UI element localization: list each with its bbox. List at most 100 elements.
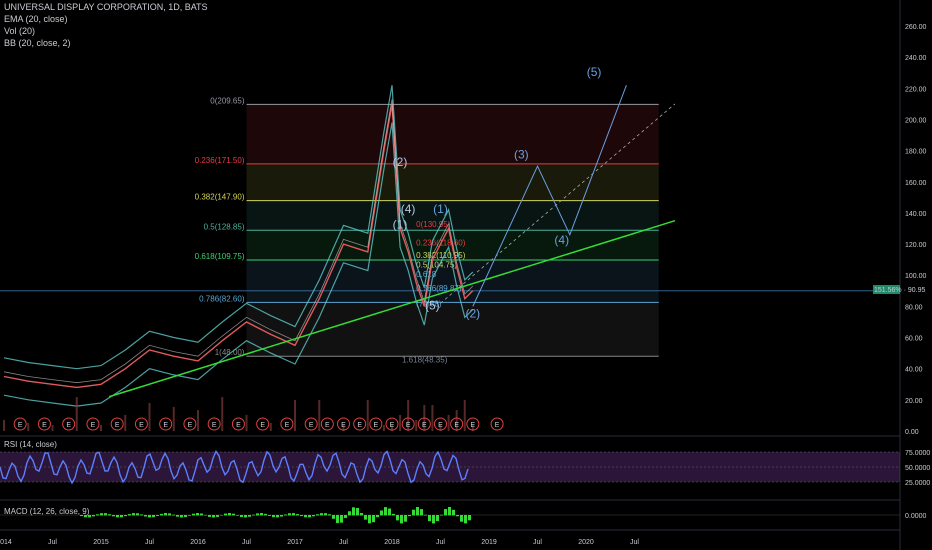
historic-wave-label: (2) bbox=[393, 155, 408, 169]
wave-label: (5) bbox=[587, 65, 602, 79]
y-tick-label: 40.00 bbox=[905, 367, 923, 374]
macd-histogram-bar bbox=[260, 513, 263, 516]
earnings-marker bbox=[159, 417, 173, 431]
x-tick-label: Jul bbox=[436, 539, 445, 546]
price-badge: 151.56% · 90.95 bbox=[874, 287, 925, 294]
macd-histogram-bar bbox=[440, 514, 443, 516]
macd-histogram-bar bbox=[328, 514, 331, 516]
volume-bar bbox=[431, 405, 434, 431]
x-tick-label: 2019 bbox=[481, 539, 497, 546]
macd-histogram-bar bbox=[104, 513, 107, 516]
earnings-marker-label: E bbox=[495, 422, 500, 429]
macd-histogram-bar bbox=[348, 511, 351, 516]
earnings-marker-label: E bbox=[260, 422, 265, 429]
macd-histogram-bar bbox=[280, 515, 283, 517]
y-tick-label: 200.00 bbox=[905, 117, 927, 124]
volume-bar bbox=[415, 420, 418, 431]
earnings-marker bbox=[134, 417, 148, 431]
macd-histogram-bar bbox=[296, 514, 299, 516]
macd-histogram-bar bbox=[220, 514, 223, 516]
macd-histogram-bar bbox=[244, 515, 247, 518]
rsi-tick-label: 75.0000 bbox=[905, 450, 930, 457]
fib-level-label: 0.5(128.85) bbox=[204, 222, 245, 231]
macd-histogram-bar bbox=[284, 514, 287, 516]
macd-histogram-bar bbox=[224, 513, 227, 516]
macd-histogram-bar bbox=[336, 515, 339, 524]
volume-bar bbox=[439, 425, 442, 431]
macd-histogram-bar bbox=[136, 513, 139, 516]
x-tick-label: Jul bbox=[339, 539, 348, 546]
earnings-marker-label: E bbox=[325, 422, 330, 429]
historic-wave-label: (5) bbox=[425, 299, 440, 313]
y-tick-label: 120.00 bbox=[905, 242, 927, 249]
macd-histogram-bar bbox=[276, 515, 279, 518]
earnings-marker-label: E bbox=[212, 422, 217, 429]
volume-bar bbox=[463, 400, 466, 431]
macd-histogram-bar bbox=[420, 509, 423, 516]
macd-histogram-bar bbox=[384, 507, 387, 516]
fib-level-label: 0.786(82.60) bbox=[199, 294, 245, 303]
macd-histogram-bar bbox=[428, 515, 431, 522]
inner-fib-label: 0.382(110.95) bbox=[416, 251, 466, 260]
macd-histogram-bar bbox=[116, 515, 119, 518]
earnings-marker bbox=[490, 417, 504, 431]
earnings-marker bbox=[385, 417, 399, 431]
earnings-marker-label: E bbox=[390, 422, 395, 429]
macd-histogram-bar bbox=[264, 513, 267, 516]
macd-histogram-bar bbox=[352, 507, 355, 516]
earnings-marker-label: E bbox=[357, 422, 362, 429]
macd-histogram-bar bbox=[368, 515, 371, 524]
macd-histogram-bar bbox=[380, 510, 383, 516]
x-tick-label: 2017 bbox=[287, 539, 303, 546]
macd-histogram-bar bbox=[388, 508, 391, 516]
y-tick-label: 140.00 bbox=[905, 211, 927, 218]
macd-histogram-bar bbox=[156, 515, 159, 516]
volume-bar bbox=[245, 415, 248, 431]
earnings-marker bbox=[401, 417, 415, 431]
earnings-marker-label: E bbox=[236, 422, 241, 429]
earnings-marker bbox=[110, 417, 124, 431]
earnings-marker-label: E bbox=[66, 422, 71, 429]
x-tick-label: 2014 bbox=[0, 539, 12, 546]
inner-fib-label: 0.786(89.87) bbox=[416, 284, 462, 293]
earnings-marker bbox=[207, 417, 221, 431]
earnings-marker bbox=[304, 417, 318, 431]
macd-histogram-bar bbox=[188, 515, 191, 516]
volume-bar bbox=[269, 423, 272, 431]
macd-histogram-bar bbox=[152, 515, 155, 518]
historic-wave-label: (4) bbox=[401, 202, 416, 216]
wave-label: (3) bbox=[514, 147, 529, 161]
earnings-marker-label: E bbox=[163, 422, 168, 429]
fib-level-label: 0.618(109.75) bbox=[195, 252, 245, 261]
historic-wave-label: (1) bbox=[393, 218, 408, 232]
x-tick-label: Jul bbox=[630, 539, 639, 546]
macd-histogram-bar bbox=[444, 509, 447, 516]
earnings-marker-label: E bbox=[422, 422, 427, 429]
x-tick-label: 2020 bbox=[578, 539, 594, 546]
macd-label[interactable]: MACD (12, 26, close, 9) bbox=[4, 507, 90, 516]
bollinger-indicator-label[interactable]: BB (20, close, 2) bbox=[4, 38, 71, 48]
rsi-tick-label: 25.0000 bbox=[905, 480, 930, 487]
earnings-marker bbox=[62, 417, 76, 431]
volume-bar bbox=[391, 425, 393, 431]
macd-histogram-bar bbox=[84, 515, 87, 518]
rsi-label[interactable]: RSI (14, close) bbox=[4, 440, 57, 449]
earnings-marker-label: E bbox=[470, 422, 475, 429]
macd-histogram-bar bbox=[272, 515, 275, 518]
macd-histogram-bar bbox=[432, 515, 435, 524]
macd-histogram-bar bbox=[300, 515, 303, 517]
macd-histogram-bar bbox=[268, 515, 271, 516]
macd-histogram-bar bbox=[200, 513, 203, 516]
macd-histogram-bar bbox=[168, 513, 171, 516]
macd-histogram-bar bbox=[232, 513, 235, 516]
y-tick-label: 0.00 bbox=[905, 429, 919, 436]
ema-indicator-label[interactable]: EMA (20, close) bbox=[4, 14, 68, 24]
macd-histogram-bar bbox=[412, 509, 415, 516]
macd-histogram-bar bbox=[88, 515, 91, 518]
volume-indicator-label[interactable]: Vol (20) bbox=[4, 26, 36, 36]
volume-bar bbox=[148, 403, 151, 431]
macd-histogram-bar bbox=[204, 514, 207, 516]
earnings-marker bbox=[86, 417, 100, 431]
inner-fib-label: (79.88) bbox=[416, 299, 442, 308]
